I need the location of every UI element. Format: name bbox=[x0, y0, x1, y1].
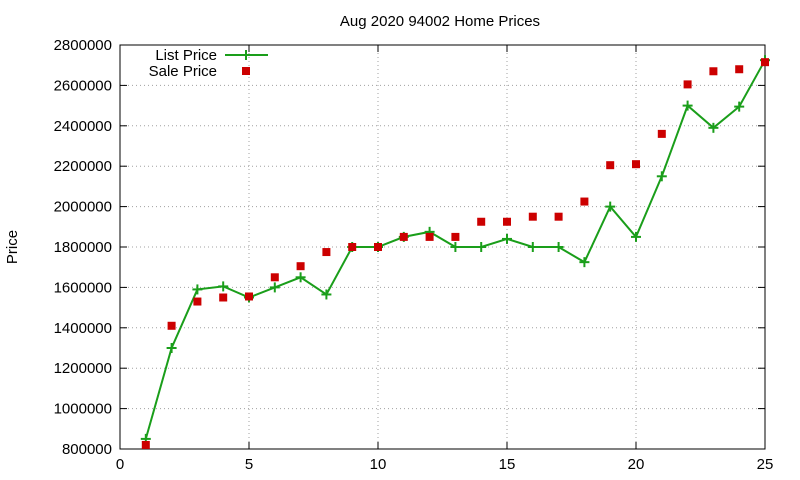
y-tick-label: 2200000 bbox=[54, 158, 112, 175]
list-price-point bbox=[553, 242, 564, 252]
sale-price-point bbox=[322, 248, 331, 257]
y-tick-label: 1800000 bbox=[54, 239, 112, 256]
y-tick-label: 1200000 bbox=[54, 360, 112, 377]
list-price-point bbox=[321, 289, 332, 300]
list-price-point bbox=[527, 242, 538, 252]
list-price-point bbox=[192, 284, 203, 295]
sale-price-point bbox=[554, 212, 563, 221]
series bbox=[140, 55, 770, 449]
sale-price-point bbox=[709, 67, 718, 76]
list-price-point bbox=[295, 272, 306, 283]
sale-price-point bbox=[141, 440, 150, 449]
sale-price-point bbox=[580, 197, 589, 206]
x-tick-label: 10 bbox=[370, 456, 387, 473]
sale-price-point bbox=[270, 273, 279, 282]
y-tick-label: 2600000 bbox=[54, 77, 112, 94]
legend-swatch-sale-price bbox=[242, 67, 250, 75]
sale-price-point bbox=[399, 232, 408, 241]
y-tick-label: 2000000 bbox=[54, 199, 112, 216]
legend-label-list-price: List Price bbox=[155, 47, 217, 64]
x-tick-label: 15 bbox=[499, 456, 516, 473]
list-price-point bbox=[166, 343, 177, 353]
x-tick-label: 0 bbox=[116, 456, 124, 473]
x-tick-label: 25 bbox=[757, 456, 774, 473]
sale-price-point bbox=[296, 262, 305, 271]
sale-price-point bbox=[528, 212, 537, 221]
list-price-point bbox=[218, 281, 229, 292]
list-price-point bbox=[656, 171, 667, 182]
x-tick-label: 5 bbox=[245, 456, 253, 473]
y-tick-label: 2400000 bbox=[54, 118, 112, 135]
sale-price-point bbox=[425, 232, 434, 241]
sale-price-point bbox=[374, 243, 382, 251]
legend-label-sale-price: Sale Price bbox=[149, 63, 217, 80]
list-price-point bbox=[682, 100, 693, 111]
sale-price-point bbox=[348, 243, 357, 251]
list-price-point bbox=[631, 231, 641, 242]
sale-price-point bbox=[451, 232, 460, 241]
sale-price-point bbox=[606, 161, 615, 170]
x-tick-label: 20 bbox=[628, 456, 645, 473]
sale-price-point bbox=[245, 292, 253, 301]
sale-price-point bbox=[632, 160, 640, 169]
y-tick-label: 1600000 bbox=[54, 279, 112, 296]
legend-marker-list-price bbox=[241, 50, 251, 60]
sale-price-point bbox=[219, 293, 228, 302]
sale-price-point bbox=[683, 80, 692, 89]
sale-price-point bbox=[477, 217, 486, 226]
list-price-point bbox=[502, 233, 512, 244]
sale-price-point bbox=[657, 129, 666, 138]
chart-title: Aug 2020 94002 Home Prices bbox=[340, 13, 540, 30]
axis-ticks: 800000 1000000 1200000 1400000 1600000 180000… bbox=[54, 37, 774, 473]
y-tick-label: 1400000 bbox=[54, 320, 112, 337]
list-price-point bbox=[734, 101, 745, 112]
list-price-point bbox=[708, 122, 719, 133]
sale-price-point bbox=[193, 297, 202, 306]
y-tick-label: 800000 bbox=[62, 441, 112, 458]
y-axis-label: Price bbox=[4, 230, 21, 264]
sale-price-point bbox=[503, 217, 511, 226]
y-tick-label: 2800000 bbox=[54, 37, 112, 54]
sale-price-point bbox=[167, 321, 176, 330]
list-price-point bbox=[450, 242, 461, 252]
sale-price-point bbox=[735, 65, 744, 74]
sale-price-point bbox=[761, 58, 769, 67]
y-tick-label: 1000000 bbox=[54, 401, 112, 418]
grid bbox=[120, 45, 765, 449]
list-price-point bbox=[269, 282, 280, 293]
list-price-point bbox=[476, 242, 487, 252]
list-price-point bbox=[605, 201, 616, 212]
list-price-point bbox=[579, 257, 590, 268]
